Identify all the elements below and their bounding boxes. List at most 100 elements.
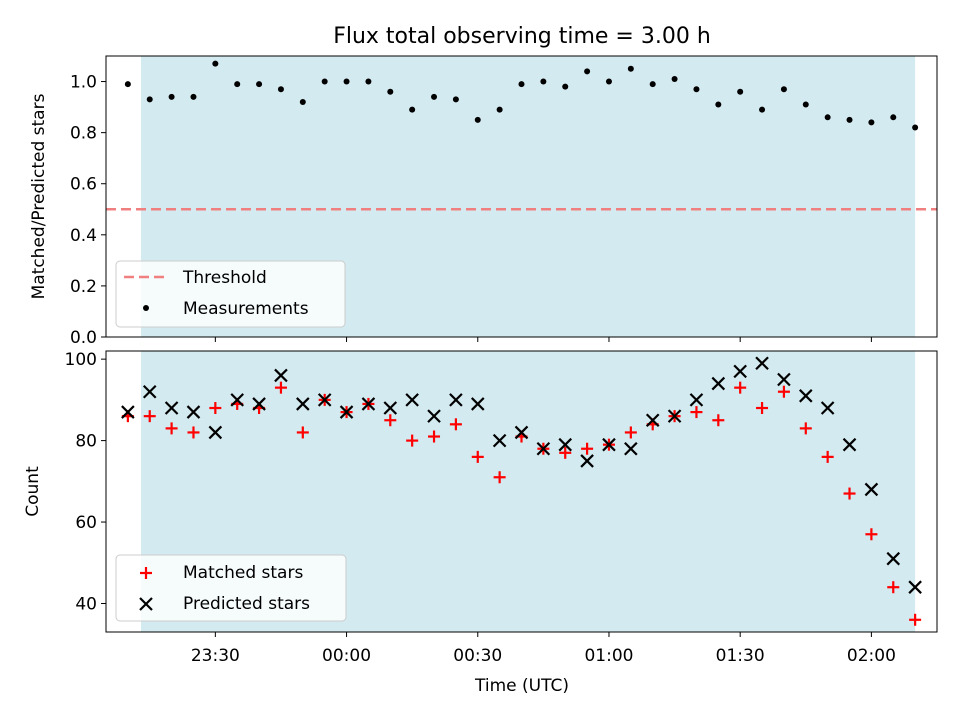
matched-star-point bbox=[559, 446, 572, 459]
predicted-star-point bbox=[427, 409, 441, 423]
measurement-point bbox=[365, 78, 372, 85]
measurement-point bbox=[474, 116, 481, 123]
top-y-axis-label: Matched/Predicted stars bbox=[29, 93, 49, 299]
matched-star-point bbox=[821, 450, 834, 463]
predicted-star-point bbox=[296, 397, 310, 411]
matched-star-point bbox=[777, 385, 790, 398]
matched-star-point bbox=[865, 528, 878, 541]
measurement-point bbox=[518, 81, 525, 88]
predicted-star-point bbox=[886, 551, 901, 566]
predicted-star-point bbox=[361, 397, 376, 411]
measurement-point bbox=[693, 86, 700, 93]
matched-star-point bbox=[449, 418, 462, 431]
bottom-x-tick-label: 00:30 bbox=[453, 646, 502, 666]
top-y-tick-label: 0.2 bbox=[70, 277, 97, 297]
legend-threshold-label: Threshold bbox=[182, 268, 267, 288]
bottom-panel: 40 60 80 100 23:30 00:00 00:30 01:00 01:30 02:00… bbox=[23, 350, 938, 696]
bottom-x-tick-label: 23:30 bbox=[191, 646, 240, 666]
measurement-point bbox=[584, 68, 591, 75]
predicted-star-point bbox=[624, 441, 638, 456]
predicted-star-point bbox=[339, 405, 354, 419]
measurement-point bbox=[846, 116, 853, 123]
matched-star-point bbox=[843, 487, 856, 500]
matched-star-point bbox=[296, 426, 309, 439]
matched-star-point bbox=[493, 471, 506, 484]
matched-star-point bbox=[143, 410, 156, 423]
measurement-point bbox=[605, 78, 612, 85]
measurement-point bbox=[321, 78, 328, 85]
predicted-star-point bbox=[602, 437, 616, 452]
predicted-star-point bbox=[908, 580, 922, 594]
measurement-point bbox=[496, 106, 503, 113]
measurement-point bbox=[759, 106, 766, 113]
predicted-star-point bbox=[274, 368, 288, 383]
matched-star-point bbox=[471, 450, 484, 463]
measurement-point bbox=[890, 114, 897, 121]
predicted-star-point bbox=[449, 393, 463, 407]
predicted-star-point bbox=[711, 376, 726, 391]
bottom-y-tick-label: 40 bbox=[75, 594, 97, 614]
bottom-y-axis-label: Count bbox=[23, 466, 43, 517]
predicted-star-point bbox=[842, 437, 857, 452]
matched-star-point bbox=[187, 426, 200, 439]
matched-star-point bbox=[406, 434, 419, 447]
predicted-star-point bbox=[580, 454, 594, 468]
legend-predicted-swatch bbox=[139, 597, 153, 611]
measurement-point bbox=[562, 83, 569, 90]
legend-measurements-label: Measurements bbox=[183, 299, 309, 319]
matched-star-point bbox=[756, 402, 769, 415]
measurement-point bbox=[234, 81, 241, 88]
predicted-star-point bbox=[755, 356, 769, 370]
matched-star-point bbox=[734, 381, 747, 394]
bottom-x-tick-label: 01:30 bbox=[716, 646, 765, 666]
bottom-legend: Matched stars Predicted stars bbox=[115, 554, 347, 622]
legend-matched-label: Matched stars bbox=[183, 563, 303, 583]
measurement-point bbox=[343, 78, 350, 85]
measurement-point bbox=[277, 86, 284, 93]
top-axes-frame bbox=[105, 55, 938, 338]
predicted-star-point bbox=[777, 372, 791, 387]
measurement-point bbox=[912, 124, 919, 131]
measurement-point bbox=[299, 98, 306, 105]
measurement-point bbox=[146, 96, 153, 103]
predicted-star-point bbox=[405, 393, 419, 407]
matched-star-point bbox=[909, 613, 922, 626]
measurement-point bbox=[802, 101, 809, 108]
predicted-star-point bbox=[820, 401, 835, 415]
measurement-point bbox=[824, 114, 831, 121]
predicted-star-point bbox=[733, 364, 747, 379]
measurement-point bbox=[168, 93, 175, 100]
predicted-star-point bbox=[317, 393, 332, 407]
measurement-point bbox=[780, 86, 787, 93]
measurement-point bbox=[868, 119, 875, 126]
measurement-point bbox=[540, 78, 547, 85]
matched-star-point bbox=[799, 422, 812, 435]
matched-star-point bbox=[165, 422, 178, 435]
bottom-x-tick-label: 02:00 bbox=[847, 646, 896, 666]
predicted-star-point bbox=[208, 425, 223, 440]
predicted-star-point bbox=[470, 397, 485, 411]
predicted-star-point bbox=[383, 401, 398, 415]
bottom-axes-frame bbox=[105, 350, 938, 633]
bottom-x-tick-label: 00:00 bbox=[322, 646, 371, 666]
matched-star-point bbox=[624, 426, 637, 439]
measurement-point bbox=[431, 93, 438, 100]
predicted-star-point bbox=[230, 393, 244, 407]
matched-star-point bbox=[581, 442, 594, 455]
predicted-star-point bbox=[667, 409, 682, 423]
top-legend: Threshold Measurements bbox=[115, 260, 346, 328]
chart-title: Flux total observing time = 3.00 h bbox=[333, 24, 711, 49]
bottom-y-tick-label: 60 bbox=[75, 513, 97, 533]
measurement-point bbox=[256, 81, 263, 88]
predicted-star-point bbox=[142, 384, 157, 399]
predicted-star-point bbox=[689, 393, 704, 407]
measurement-point bbox=[124, 81, 131, 88]
predicted-star-point bbox=[536, 441, 551, 456]
matched-star-point bbox=[887, 581, 900, 594]
predicted-star-point bbox=[558, 437, 573, 452]
measurement-point bbox=[409, 106, 416, 113]
measurement-point bbox=[737, 88, 744, 95]
matched-star-point bbox=[209, 402, 222, 415]
predicted-star-point bbox=[645, 413, 660, 428]
